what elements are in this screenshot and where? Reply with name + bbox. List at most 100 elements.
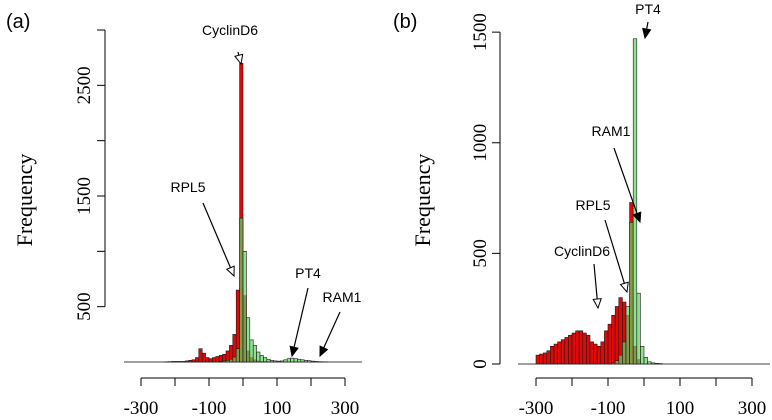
- bar-red: [542, 352, 548, 365]
- bar-red: [198, 348, 203, 363]
- bar-green: [235, 348, 240, 363]
- annotation-arrow-line: [293, 287, 309, 349]
- bar-red: [215, 356, 220, 363]
- bar-red: [578, 330, 584, 365]
- y-tick-label: 1500: [470, 13, 491, 51]
- bar-green: [286, 358, 291, 363]
- annotation-arrow-head: [632, 211, 642, 224]
- bar-green: [249, 339, 254, 363]
- bar-red: [582, 332, 587, 365]
- bar-green: [618, 354, 623, 365]
- bar-green: [259, 355, 264, 363]
- x-tick-label: 100: [263, 398, 292, 419]
- y-tick-label: 1500: [74, 177, 95, 215]
- bar-green: [252, 345, 257, 363]
- bar-red: [171, 361, 176, 363]
- bar-green: [290, 357, 295, 363]
- bar-green: [303, 360, 308, 363]
- bar-red: [600, 341, 605, 365]
- bar-green: [239, 217, 244, 363]
- bar-green: [266, 358, 271, 363]
- bar-green: [269, 360, 274, 363]
- x-tick-label: -100: [591, 398, 626, 419]
- bar-green: [647, 361, 652, 365]
- x-tick-label: 300: [331, 398, 360, 419]
- bar-green: [242, 251, 247, 363]
- annotation-arrow-head: [642, 27, 652, 40]
- annotation-label: CyclinD6: [202, 22, 258, 38]
- bar-green: [611, 362, 616, 365]
- bar-green: [300, 359, 305, 363]
- bar-red: [191, 359, 196, 363]
- annotation-arrow-head: [619, 281, 629, 294]
- bar-red: [611, 315, 616, 365]
- bar-green: [222, 360, 227, 363]
- bar-green: [280, 360, 285, 363]
- y-tick-label: 2500: [74, 66, 95, 104]
- annotation-arrow-line: [202, 202, 232, 269]
- bar-green: [256, 351, 261, 363]
- bar-green: [643, 357, 648, 365]
- bar-red: [208, 358, 213, 363]
- bar-green: [622, 341, 627, 365]
- bar-red: [596, 345, 602, 365]
- bar-red: [205, 357, 210, 363]
- y-tick-label: 500: [74, 292, 95, 321]
- bar-red: [195, 357, 200, 363]
- bar-red: [178, 361, 183, 363]
- bar-green: [293, 358, 298, 363]
- panel-label: (b): [393, 11, 417, 33]
- annotation-label: PT4: [635, 1, 661, 17]
- bar-red: [589, 341, 594, 365]
- bar-red: [568, 334, 573, 365]
- y-tick-label: 0: [470, 359, 491, 369]
- x-tick-label: 300: [738, 398, 767, 419]
- x-tick-label: -300: [124, 398, 159, 419]
- annotation-arrow-head: [289, 345, 299, 358]
- bar-green: [314, 361, 319, 363]
- y-tick-label: 500: [470, 239, 491, 268]
- bar-red: [618, 297, 623, 365]
- bar-red: [571, 332, 576, 365]
- annotation-label: RAM1: [323, 289, 362, 305]
- bar-green: [246, 317, 251, 363]
- bar-red: [557, 341, 562, 365]
- bar-green: [273, 360, 278, 363]
- annotation-arrow-head: [234, 53, 244, 66]
- bar-red: [604, 330, 609, 365]
- bar-green: [629, 222, 634, 365]
- bar-red: [553, 343, 558, 365]
- bar-red: [560, 339, 566, 365]
- bar-green: [225, 360, 230, 363]
- bar-red: [212, 357, 217, 363]
- bar-red: [535, 354, 540, 365]
- bar-green: [632, 38, 638, 365]
- annotation-label: RPL5: [170, 179, 205, 195]
- annotation-arrow-line: [593, 263, 598, 301]
- annotation-label: CyclinD6: [554, 243, 610, 259]
- bar-red: [188, 360, 193, 363]
- bar-red: [218, 355, 223, 363]
- annotation-arrow-head: [319, 345, 329, 358]
- bar-red: [539, 353, 544, 365]
- bar-green: [229, 358, 234, 363]
- annotation-label: RPL5: [575, 197, 610, 213]
- bar-red: [564, 337, 569, 365]
- annotation-arrow-head: [225, 265, 235, 278]
- bar-green: [654, 363, 659, 365]
- bar-green: [636, 292, 641, 365]
- bar-green: [218, 361, 223, 363]
- x-tick-label: 100: [666, 398, 695, 419]
- bar-green: [283, 359, 288, 363]
- panel-label: (a): [6, 11, 30, 33]
- bar-green: [276, 360, 281, 363]
- bar-red: [593, 343, 598, 365]
- bar-red: [586, 334, 591, 365]
- annotation-arrow-line: [322, 311, 341, 349]
- annotation-arrow-head: [592, 298, 602, 310]
- bar-red: [614, 306, 620, 365]
- annotation-label: RAM1: [592, 123, 631, 139]
- bar-red: [181, 361, 186, 363]
- y-axis-label: Frequency: [12, 154, 37, 247]
